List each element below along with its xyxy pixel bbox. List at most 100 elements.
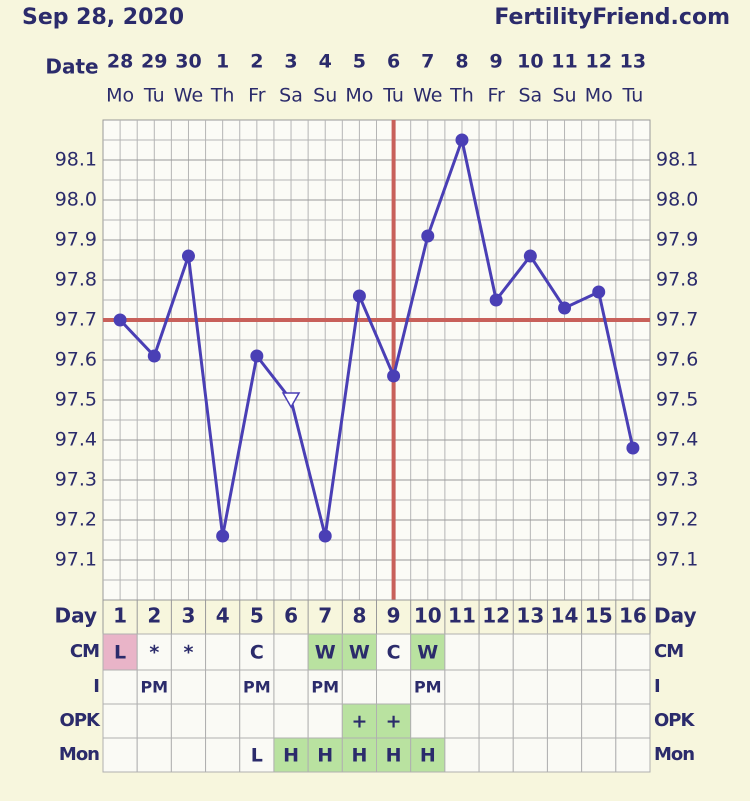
cell-text: L — [251, 745, 263, 767]
cell-text: PM — [414, 678, 442, 697]
date-label: 13 — [620, 51, 646, 73]
date-label: Date — [45, 55, 98, 79]
weekday-label: We — [413, 85, 442, 107]
y-tick-label: 97.4 — [55, 429, 97, 451]
day-number: 8 — [352, 604, 366, 628]
cell-text: W — [315, 642, 336, 664]
table-cell — [376, 633, 412, 671]
date-label: 9 — [490, 51, 503, 73]
day-number: 15 — [585, 604, 613, 628]
point — [455, 133, 469, 147]
date-label: 5 — [353, 51, 366, 73]
date-label: 29 — [141, 51, 167, 73]
row-label: OPK — [60, 710, 101, 731]
y2-tick-label: 97.4 — [656, 429, 698, 451]
day-number: 2 — [147, 604, 161, 628]
table-cell — [376, 669, 412, 705]
cell-text: PM — [140, 678, 168, 697]
weekday-label: Fr — [487, 85, 505, 107]
table-cell — [341, 703, 377, 739]
cell-text: PM — [243, 678, 271, 697]
y-tick-label: 98.1 — [55, 149, 97, 171]
day-number: 4 — [216, 604, 230, 628]
y-tick-label: 97.8 — [55, 269, 97, 291]
point — [352, 289, 366, 303]
table-cell — [341, 737, 377, 773]
y-tick-label: 97.3 — [55, 469, 97, 491]
date-label: 10 — [517, 51, 543, 73]
cell-text: H — [420, 745, 436, 767]
y-tick-label: 97.2 — [55, 509, 97, 531]
date-label: 8 — [455, 51, 468, 73]
cell-text: H — [351, 745, 367, 767]
hollow-point — [281, 392, 301, 409]
day-number: 3 — [182, 604, 196, 628]
day-number: 13 — [516, 604, 544, 628]
weekday-label: Su — [313, 85, 337, 107]
date-label: 3 — [284, 51, 297, 73]
date-label: 1 — [216, 51, 229, 73]
date-label: 11 — [551, 51, 577, 73]
day-number: 5 — [250, 604, 264, 628]
temp-line — [119, 134, 635, 537]
table-cell — [478, 633, 514, 671]
table-cell — [615, 669, 651, 705]
table-cell — [581, 633, 617, 671]
day-number: 12 — [482, 604, 510, 628]
point — [250, 349, 264, 363]
point — [626, 441, 640, 455]
day-number: 1 — [113, 604, 127, 628]
point — [216, 529, 230, 543]
cell-text: * — [149, 642, 159, 664]
point — [489, 293, 503, 307]
point — [558, 301, 572, 315]
cell-text: C — [250, 642, 264, 664]
row-label: I — [654, 676, 660, 697]
row-label: CM — [654, 641, 683, 662]
cell-text: H — [386, 745, 402, 767]
table-cell — [512, 703, 548, 739]
table-cell — [512, 737, 548, 773]
day-number: 10 — [414, 604, 442, 628]
table-cell — [478, 737, 514, 773]
table-cell — [581, 737, 617, 773]
y-tick-label: 97.6 — [55, 349, 97, 371]
table-cell — [546, 669, 583, 705]
day-number: 6 — [284, 604, 298, 628]
point — [147, 349, 161, 363]
point — [592, 285, 606, 299]
y2-tick-label: 97.8 — [656, 269, 698, 291]
table-cell — [581, 703, 617, 739]
weekday-label: Mo — [585, 85, 613, 107]
row-label: Day — [54, 604, 97, 628]
y2-tick-label: 97.5 — [656, 389, 698, 411]
table-cell — [170, 703, 207, 739]
table-cell — [102, 669, 138, 705]
table-cell — [273, 633, 309, 671]
table-cell — [410, 737, 446, 773]
table-cell — [307, 703, 343, 739]
cell-text: * — [184, 642, 194, 664]
weekday-label: Th — [449, 85, 474, 107]
table-cell — [136, 703, 172, 739]
y2-tick-label: 97.9 — [656, 229, 698, 251]
date-label: 28 — [107, 51, 133, 73]
table-cell — [376, 737, 412, 773]
date-label: 30 — [175, 51, 201, 73]
table-cell — [205, 737, 241, 773]
date-label: 2 — [250, 51, 263, 73]
table-cell — [341, 669, 377, 705]
table-cell — [444, 633, 480, 671]
y2-tick-label: 97.1 — [656, 549, 698, 571]
table-cell — [170, 633, 207, 671]
table-cell — [239, 737, 275, 773]
table-cell — [512, 633, 548, 671]
row-label: Day — [654, 604, 697, 628]
point — [181, 249, 195, 263]
table-cell — [410, 703, 446, 739]
table-cell — [102, 737, 138, 773]
table-cell — [410, 669, 446, 705]
weekday-label: Mo — [345, 85, 373, 107]
weekday-label: We — [174, 85, 203, 107]
